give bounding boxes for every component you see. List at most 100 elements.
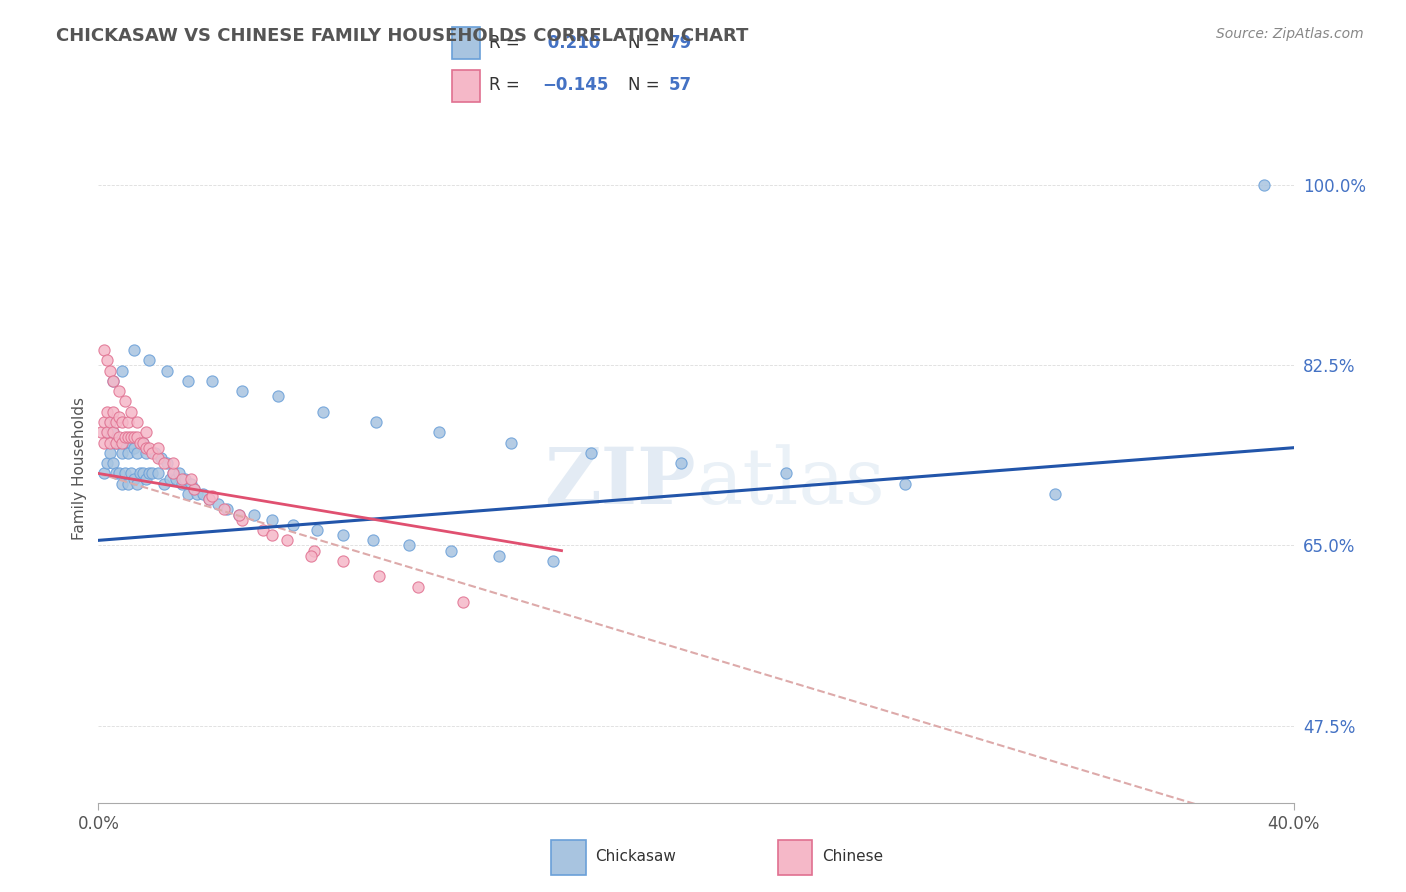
Point (124, 343, 146, 357)
Point (207, 497, 229, 511)
Point (180, 472, 202, 486)
Point (124, 430, 146, 444)
FancyBboxPatch shape (453, 70, 479, 103)
Point (114, 435, 136, 450)
FancyBboxPatch shape (551, 840, 585, 875)
Point (406, 580, 429, 594)
Text: Source: ZipAtlas.com: Source: ZipAtlas.com (1216, 27, 1364, 41)
Point (231, 513, 253, 527)
Point (111, 363, 134, 377)
Text: 79: 79 (669, 34, 692, 52)
Point (127, 446, 149, 460)
Point (156, 456, 179, 470)
FancyBboxPatch shape (778, 840, 813, 875)
Point (111, 476, 134, 491)
Point (305, 523, 328, 537)
Point (108, 467, 131, 481)
Point (215, 502, 238, 516)
Point (201, 374, 224, 388)
Point (398, 539, 420, 553)
Y-axis label: Family Households: Family Households (72, 397, 87, 540)
Point (276, 533, 298, 548)
Point (174, 472, 197, 486)
Point (1043, 487, 1066, 501)
Point (138, 441, 160, 455)
Point (302, 543, 325, 558)
Point (124, 441, 146, 455)
Text: R =: R = (489, 34, 526, 52)
Point (451, 595, 474, 609)
Point (148, 450, 170, 465)
Point (252, 523, 274, 537)
Point (260, 528, 283, 542)
Point (366, 415, 388, 429)
Point (105, 415, 128, 429)
Point (129, 467, 152, 481)
Point (127, 415, 149, 429)
Point (93, 343, 115, 357)
Point (148, 467, 170, 481)
Point (93, 415, 115, 429)
Point (153, 476, 176, 491)
Point (332, 528, 354, 542)
Point (183, 482, 205, 496)
Point (198, 492, 221, 507)
Point (156, 363, 179, 377)
Point (162, 456, 184, 470)
Point (117, 446, 139, 460)
Point (669, 456, 692, 470)
Point (148, 441, 170, 455)
Text: −0.145: −0.145 (541, 77, 609, 95)
Point (368, 569, 391, 583)
Point (159, 472, 181, 486)
Point (103, 374, 125, 388)
Point (120, 430, 142, 444)
Point (120, 435, 142, 450)
Point (141, 467, 163, 481)
Point (120, 467, 142, 481)
Point (117, 476, 139, 491)
Point (201, 489, 224, 503)
Point (488, 549, 510, 563)
Text: ZIP: ZIP (544, 443, 696, 520)
Point (108, 384, 131, 398)
Point (93, 467, 115, 481)
Point (267, 389, 290, 403)
Point (231, 384, 253, 398)
Point (103, 425, 125, 440)
Point (132, 435, 155, 450)
Point (127, 476, 149, 491)
Point (162, 467, 184, 481)
Point (120, 405, 142, 419)
Point (167, 467, 190, 481)
Point (260, 513, 283, 527)
Point (172, 472, 194, 486)
Point (114, 467, 136, 481)
Point (775, 467, 797, 481)
Point (281, 517, 304, 532)
Point (103, 425, 125, 440)
Point (165, 472, 187, 486)
Point (138, 467, 160, 481)
Point (228, 508, 250, 522)
Point (143, 446, 166, 460)
Text: 57: 57 (669, 77, 692, 95)
Point (153, 456, 176, 470)
Point (172, 476, 194, 491)
Point (98, 435, 122, 450)
Point (108, 435, 131, 450)
Point (162, 467, 184, 481)
Point (114, 430, 136, 444)
Point (96, 405, 118, 419)
Point (499, 435, 522, 450)
Point (894, 476, 917, 491)
Point (198, 492, 221, 507)
Point (108, 409, 131, 424)
Point (114, 394, 136, 409)
Point (138, 353, 160, 368)
Point (127, 430, 149, 444)
Text: atlas: atlas (696, 444, 884, 519)
Point (105, 435, 128, 450)
Point (96, 456, 118, 470)
Point (541, 554, 564, 568)
